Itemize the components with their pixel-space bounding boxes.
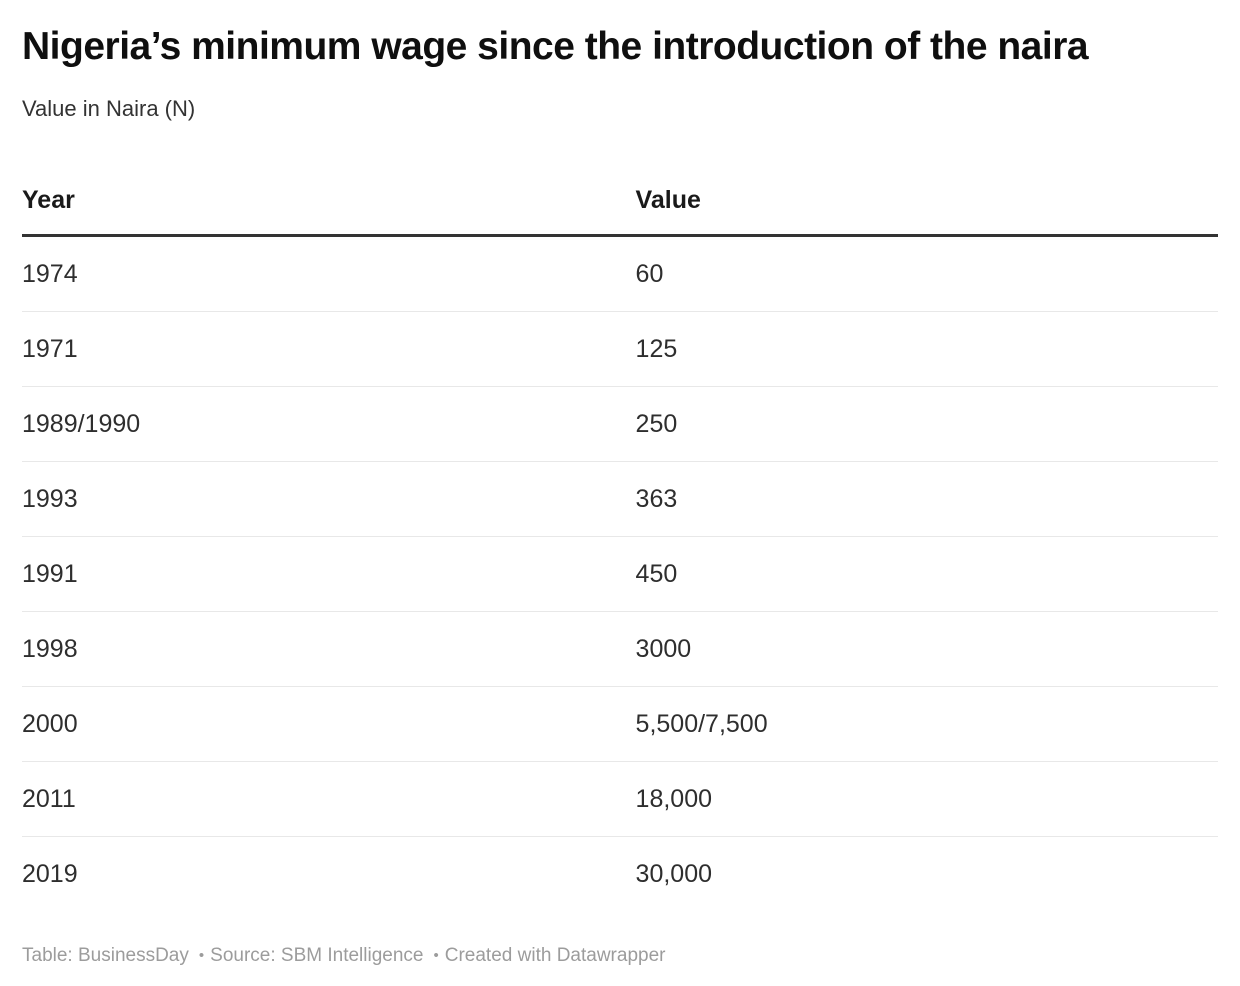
table-row: 1993 363: [22, 461, 1218, 537]
table-body: 1974 60 1971 125 1989/1990 250 1993 363 …: [22, 235, 1218, 912]
year-cell: 1998: [22, 611, 636, 687]
year-cell: 2011: [22, 761, 636, 837]
table-row: 2011 18,000: [22, 761, 1218, 837]
table-row: 1974 60: [22, 235, 1218, 312]
table-header: Year Value: [22, 158, 1218, 237]
source-credit: Source: SBM Intelligence: [210, 945, 424, 966]
value-cell: 60: [635, 235, 1218, 312]
column-header-value: Value: [635, 158, 1218, 237]
table-row: 2000 5,500/7,500: [22, 686, 1218, 762]
year-cell: 2019: [22, 860, 78, 888]
value-cell: 18,000: [635, 761, 1218, 837]
value-cell: 450: [635, 536, 1218, 612]
datawrapper-link[interactable]: Created with Datawrapper: [444, 945, 666, 966]
value-cell: 125: [635, 311, 1218, 387]
year-cell: 1974: [22, 235, 636, 312]
chart-footer: Table: BusinessDay • Source: SBM Intellige…: [22, 945, 1218, 967]
table-row: 1991 450: [22, 536, 1218, 612]
value-cell: 250: [635, 386, 1218, 462]
value-cell: 30,000: [635, 860, 713, 888]
column-header-year: Year: [22, 158, 636, 237]
year-cell: 1991: [22, 536, 636, 612]
value-cell: 363: [635, 461, 1218, 537]
separator-dot: •: [433, 947, 439, 964]
year-cell: 1971: [22, 311, 636, 387]
value-cell: 5,500/7,500: [635, 686, 1218, 762]
table-credit: Table: BusinessDay: [22, 945, 189, 966]
table-row: 1989/1990 250: [22, 386, 1218, 462]
table-row: 1998 3000: [22, 611, 1218, 687]
separator-dot: •: [198, 947, 205, 964]
table-header-row: Year Value: [22, 158, 1218, 237]
table-row: 1971 125: [22, 311, 1218, 387]
chart-subtitle: Value in Naira (N): [22, 96, 196, 121]
year-cell: 1989/1990: [22, 386, 636, 462]
table-row: 2019 30,000: [22, 837, 1218, 912]
year-cell: 2000: [22, 686, 636, 762]
chart-title: Nigeria’s minimum wage since the introdu…: [22, 25, 1089, 68]
year-cell: 1993: [22, 461, 636, 537]
value-cell: 3000: [635, 611, 1218, 687]
data-table: Year Value 1974 60 1971 125 1989/1990 25…: [22, 158, 1218, 911]
